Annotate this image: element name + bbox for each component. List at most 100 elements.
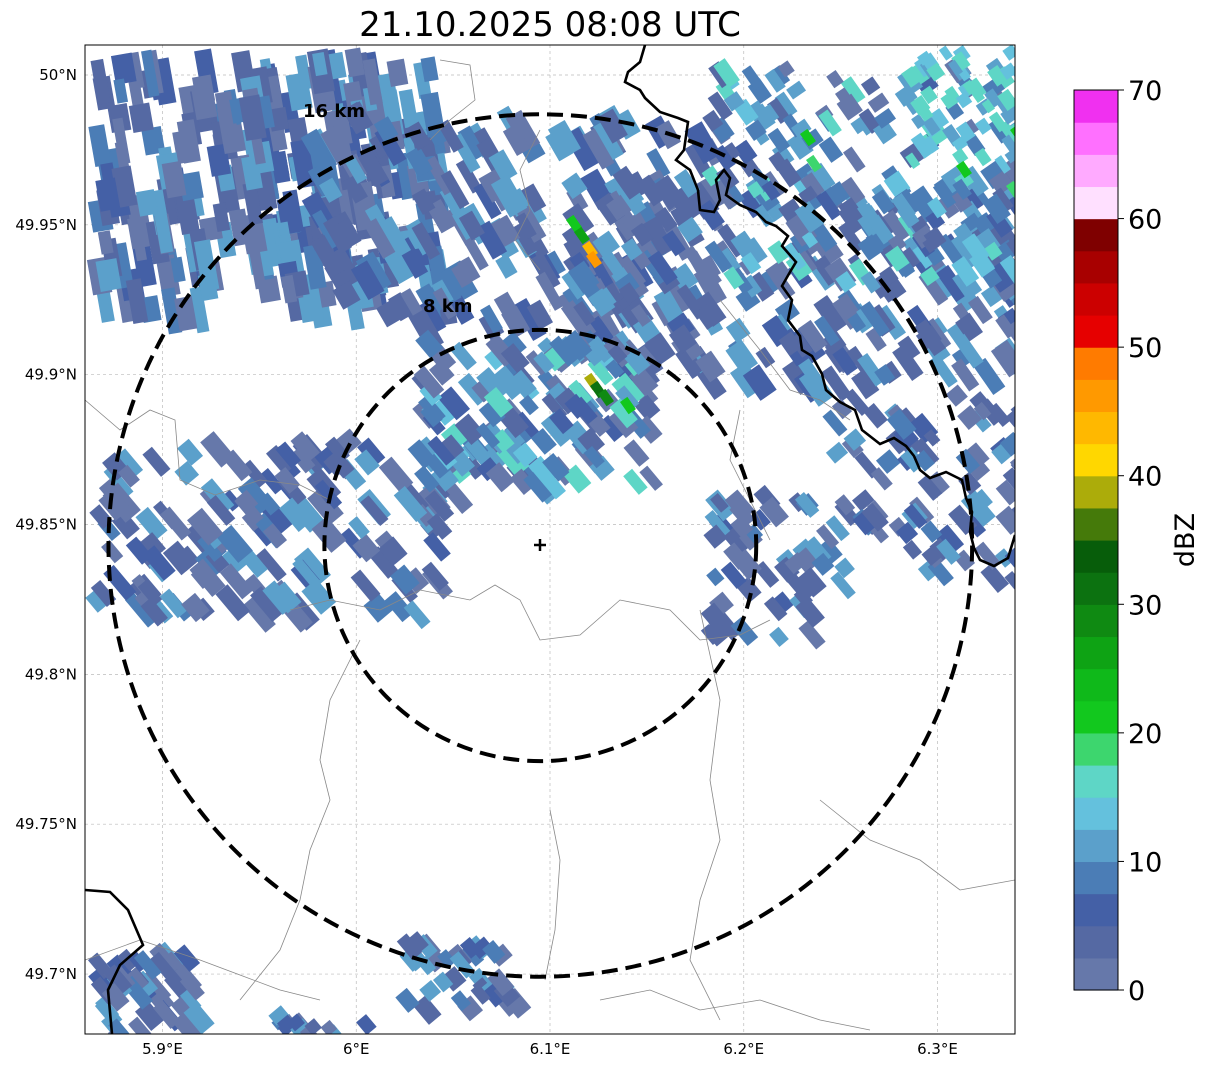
colorbar-tick-label: 60 bbox=[1128, 205, 1162, 236]
echo-cell bbox=[983, 241, 1003, 261]
colorbar-segment bbox=[1074, 957, 1118, 991]
echo-cell bbox=[356, 1014, 377, 1034]
echo-cell bbox=[988, 111, 1008, 133]
echo-cell bbox=[215, 584, 251, 622]
echo-cell bbox=[299, 1024, 320, 1034]
admin-boundary bbox=[599, 989, 871, 1031]
echo-cell bbox=[969, 250, 996, 278]
echo-cell bbox=[419, 979, 442, 1002]
echo-cell bbox=[141, 126, 166, 156]
echo-cell bbox=[476, 457, 501, 482]
echo-cell bbox=[990, 339, 1015, 378]
echo-cell bbox=[620, 238, 643, 261]
echo-cell bbox=[798, 367, 835, 407]
echo-cell bbox=[914, 319, 946, 357]
echo-cell bbox=[490, 174, 528, 218]
echo-cell bbox=[526, 299, 554, 330]
lat-tick-label: 49.7°N bbox=[25, 965, 77, 983]
colorbar-segments bbox=[1074, 90, 1118, 991]
echo-cell bbox=[437, 434, 465, 462]
echo-cell bbox=[484, 346, 509, 371]
echo-cell bbox=[938, 45, 953, 61]
echo-cell bbox=[219, 563, 254, 600]
echo-cell bbox=[723, 91, 745, 112]
echo-cell bbox=[816, 538, 843, 565]
echo-cell bbox=[437, 119, 464, 153]
echo-cell bbox=[800, 172, 825, 199]
echo-cell bbox=[767, 97, 791, 125]
echo-cell bbox=[441, 966, 467, 992]
colorbar-segment bbox=[1074, 90, 1118, 123]
echo-cell bbox=[411, 188, 436, 215]
echo-cell bbox=[763, 596, 788, 622]
echo-cell bbox=[470, 983, 491, 1005]
echo-cell bbox=[936, 264, 969, 303]
echo-cell bbox=[835, 270, 857, 293]
echo-cell bbox=[859, 202, 878, 222]
admin-boundary bbox=[514, 129, 541, 271]
echo-cell bbox=[874, 108, 897, 129]
echo-cell bbox=[923, 429, 941, 447]
echo-cell bbox=[482, 982, 508, 1008]
lat-tick-label: 50°N bbox=[39, 66, 77, 84]
echo-cell bbox=[975, 117, 992, 135]
echo-cell bbox=[399, 948, 423, 972]
colorbar-segment bbox=[1074, 411, 1118, 445]
echo-cell bbox=[995, 548, 1015, 568]
echo-cell bbox=[642, 216, 676, 257]
echo-cell bbox=[772, 591, 794, 614]
echo-cell bbox=[495, 253, 518, 279]
echo-cell bbox=[95, 177, 121, 212]
echo-cell bbox=[951, 256, 980, 287]
echo-cell bbox=[852, 511, 876, 536]
echo-cell bbox=[273, 150, 290, 178]
echo-cell bbox=[838, 202, 868, 235]
echo-cell bbox=[108, 1018, 138, 1034]
echo-cell bbox=[922, 115, 941, 136]
echo-cell bbox=[972, 488, 993, 511]
echo-cell bbox=[950, 189, 973, 213]
echo-cell bbox=[432, 971, 454, 993]
colorbar-segment bbox=[1074, 315, 1118, 348]
echo-cell bbox=[729, 500, 755, 528]
colorbar-segment bbox=[1074, 604, 1118, 638]
range-ring-8km bbox=[322, 327, 759, 764]
echo-cell bbox=[290, 446, 316, 474]
echo-cell bbox=[967, 295, 993, 325]
echo-cell bbox=[179, 989, 202, 1013]
echo-cell bbox=[540, 411, 575, 447]
echo-cell bbox=[767, 240, 791, 265]
echo-cell bbox=[530, 427, 557, 455]
lat-tick-label: 49.9°N bbox=[25, 366, 77, 384]
echo-cell bbox=[456, 256, 481, 284]
admin-boundary bbox=[85, 939, 321, 1001]
colorbar-segment bbox=[1074, 540, 1118, 573]
echo-cell bbox=[684, 142, 713, 179]
echo-cell bbox=[363, 218, 396, 259]
echo-cell-strong bbox=[800, 128, 816, 147]
echo-cell bbox=[326, 449, 355, 479]
echo-cell bbox=[673, 169, 701, 198]
echo-cell bbox=[348, 516, 370, 539]
echo-cell bbox=[294, 547, 331, 587]
echo-cell bbox=[1014, 177, 1015, 210]
echo-cell bbox=[88, 124, 112, 168]
echo-cell bbox=[483, 387, 514, 418]
echo-cell bbox=[926, 62, 946, 82]
lat-tick-label: 49.8°N bbox=[25, 665, 77, 683]
echo-cell bbox=[879, 266, 899, 287]
echo-cell bbox=[707, 91, 733, 121]
echo-cell bbox=[502, 331, 527, 357]
echo-cell bbox=[242, 596, 276, 633]
echo-cell bbox=[390, 564, 420, 595]
echo-cell bbox=[782, 242, 807, 271]
echo-cell bbox=[502, 123, 531, 156]
echo-cell bbox=[515, 212, 537, 239]
echo-cell bbox=[280, 274, 298, 304]
admin-boundary bbox=[719, 299, 851, 421]
echo-cell bbox=[509, 468, 536, 496]
echo-cell bbox=[183, 1001, 215, 1034]
echo-cell bbox=[492, 365, 525, 401]
echo-cell bbox=[177, 438, 204, 466]
echo-cell bbox=[997, 307, 1015, 336]
